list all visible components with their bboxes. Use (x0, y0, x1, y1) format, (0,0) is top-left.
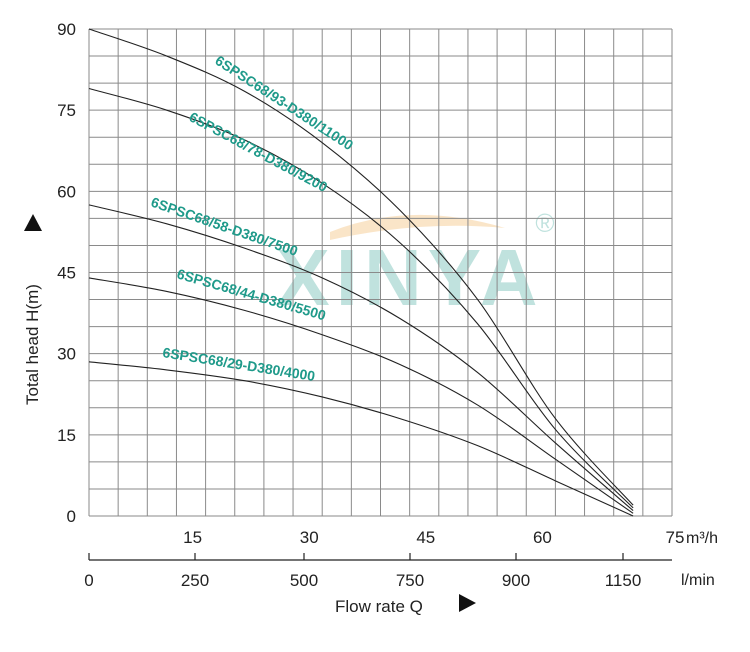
y-tick-label: 45 (57, 264, 76, 283)
watermark-registered: ® (535, 208, 554, 238)
curves (88, 28, 634, 517)
x-axis-ticks-m3h: 15 30 45 60 75 (183, 528, 684, 547)
curve-label: 6SPSC68/58-D380/7500 (149, 194, 300, 259)
x-axis-ticks-lmin: 0 250 500 750 900 1150 (84, 553, 641, 590)
x-tick-label-lmin: 750 (396, 571, 424, 590)
curve-line (88, 204, 634, 512)
x-axis-title: Flow rate Q (335, 597, 423, 616)
curve-line (88, 361, 634, 517)
x-tick-label-m3h: 75 (666, 528, 685, 547)
x-tick-label-lmin: 1150 (605, 571, 642, 590)
x-unit-m3h: m³/h (686, 530, 718, 547)
x-unit-lmin: l/min (681, 572, 715, 589)
x-tick-label-lmin: 250 (181, 571, 209, 590)
y-tick-label: 90 (57, 20, 76, 39)
x-tick-label-lmin: 0 (84, 571, 93, 590)
y-tick-label: 0 (67, 507, 76, 526)
y-tick-label: 15 (57, 426, 76, 445)
plot-grid (88, 28, 673, 517)
y-arrow-icon (24, 214, 42, 231)
curve-line (88, 28, 634, 506)
x-tick-label-m3h: 45 (416, 528, 435, 547)
y-tick-label: 75 (57, 101, 76, 120)
x-tick-label-m3h: 60 (533, 528, 552, 547)
x-arrow-icon (459, 594, 476, 612)
x-tick-label-m3h: 30 (300, 528, 319, 547)
x-tick-label-m3h: 15 (183, 528, 202, 547)
y-axis-title: Total head H(m) (23, 284, 42, 405)
curve-line (88, 277, 634, 514)
y-tick-label: 30 (57, 345, 76, 364)
x-tick-label-lmin: 900 (502, 571, 530, 590)
y-tick-label: 60 (57, 182, 76, 201)
x-tick-label-lmin: 500 (290, 571, 318, 590)
curve-line (88, 87, 634, 509)
y-axis-ticks: 0 15 30 45 60 75 90 (57, 20, 76, 526)
